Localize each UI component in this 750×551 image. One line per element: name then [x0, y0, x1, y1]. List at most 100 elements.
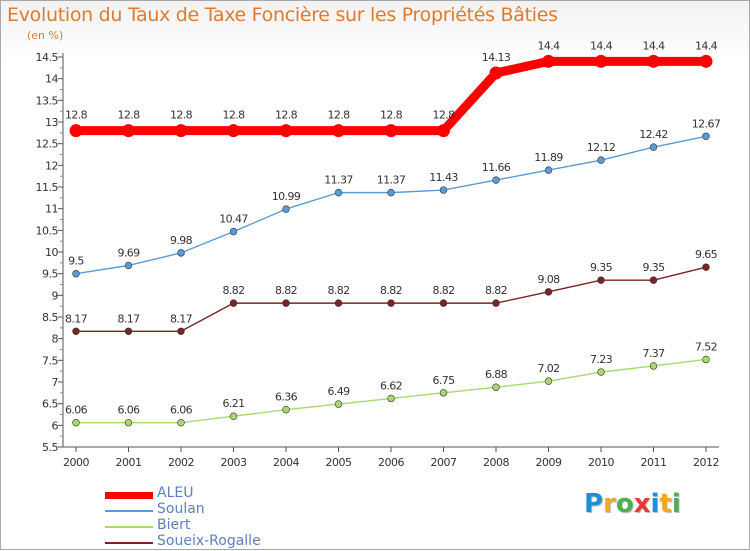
data-label-biert: 6.49	[327, 385, 350, 398]
data-point-biert	[334, 400, 343, 408]
data-point-soueix-rogalle	[282, 299, 290, 307]
data-point-soulan	[282, 205, 290, 213]
data-point-aleu	[384, 124, 398, 138]
data-point-biert	[229, 412, 238, 420]
data-label-biert: 6.88	[485, 368, 508, 381]
logo-letter: r	[603, 489, 616, 519]
data-point-soueix-rogalle	[597, 276, 605, 284]
data-label-soueix-rogalle: 9.65	[695, 248, 718, 261]
y-tick-label: 5.5	[42, 441, 58, 454]
data-point-soueix-rogalle	[702, 263, 710, 271]
data-point-biert	[72, 419, 80, 427]
data-point-soulan	[334, 188, 343, 197]
data-label-soueix-rogalle: 8.82	[380, 284, 402, 297]
data-label-soulan: 9.69	[117, 246, 140, 259]
data-point-aleu	[69, 124, 83, 138]
data-point-aleu	[489, 66, 503, 80]
data-point-soulan	[702, 132, 710, 141]
y-axis-unit-label: (en %)	[27, 29, 64, 42]
data-label-soulan: 9.5	[68, 255, 84, 268]
data-point-biert	[439, 389, 448, 397]
data-label-aleu: 12.8	[222, 109, 245, 122]
data-point-biert	[649, 362, 658, 370]
legend-label-soueix-rogalle: Soueix-Rogalle	[157, 533, 261, 549]
data-label-soulan: 12.67	[692, 117, 721, 130]
x-tick-label: 2005	[326, 456, 352, 469]
data-label-biert: 6.62	[380, 379, 402, 392]
data-label-aleu: 14.4	[695, 39, 718, 52]
data-label-biert: 6.06	[117, 404, 140, 417]
data-label-soueix-rogalle: 9.08	[537, 273, 560, 286]
y-tick-label: 6	[52, 419, 59, 432]
data-label-biert: 6.75	[432, 374, 455, 387]
data-point-biert	[544, 377, 553, 385]
y-tick-label: 13.5	[36, 94, 59, 107]
data-label-biert: 7.23	[590, 353, 613, 366]
data-label-aleu: 12.8	[170, 109, 193, 122]
data-label-aleu: 14.4	[590, 39, 613, 52]
data-point-soulan	[229, 227, 238, 236]
data-point-aleu	[174, 124, 188, 138]
y-tick-label: 11	[45, 203, 58, 216]
data-label-aleu: 14.13	[482, 51, 511, 64]
data-point-soueix-rogalle	[177, 327, 185, 335]
y-tick-label: 7	[52, 376, 59, 389]
data-label-soulan: 12.12	[587, 141, 616, 154]
x-tick-label: 2010	[588, 456, 614, 469]
data-label-soueix-rogalle: 8.17	[117, 312, 140, 325]
y-tick-label: 13	[45, 116, 58, 129]
data-label-biert: 7.52	[695, 340, 717, 353]
logo-letter: x	[633, 489, 651, 519]
data-point-soulan	[177, 249, 185, 257]
data-point-soueix-rogalle	[387, 299, 395, 307]
data-label-biert: 6.06	[170, 404, 193, 417]
y-tick-label: 9.5	[42, 268, 58, 281]
legend-swatch-soulan	[105, 510, 153, 512]
data-label-soulan: 12.42	[639, 128, 668, 141]
y-tick-label: 7.5	[42, 354, 58, 367]
data-label-soulan: 11.37	[324, 174, 353, 187]
data-label-soueix-rogalle: 9.35	[590, 261, 613, 274]
data-label-biert: 6.06	[65, 404, 88, 417]
data-label-soueix-rogalle: 8.82	[222, 284, 244, 297]
legend-swatch-soueix-rogalle	[105, 542, 153, 544]
y-tick-label: 8.5	[42, 311, 58, 324]
y-tick-label: 10.5	[36, 224, 59, 237]
data-label-biert: 7.02	[537, 362, 559, 375]
logo-letter: t	[659, 489, 672, 519]
logo-letter: i	[671, 489, 681, 519]
data-point-aleu	[279, 124, 293, 138]
data-point-aleu	[699, 54, 713, 68]
legend-swatch-biert	[105, 526, 153, 528]
data-point-soueix-rogalle	[649, 276, 658, 284]
data-point-aleu	[332, 124, 345, 138]
data-label-biert: 6.21	[222, 397, 244, 410]
x-tick-label: 2002	[168, 456, 194, 469]
data-label-soulan: 11.43	[429, 171, 458, 184]
legend-label-biert: Biert	[157, 517, 191, 533]
y-tick-label: 14	[45, 73, 58, 86]
data-point-soueix-rogalle	[72, 327, 80, 335]
data-label-aleu: 14.4	[642, 39, 665, 52]
data-point-soulan	[597, 156, 605, 164]
data-label-soueix-rogalle: 8.82	[432, 284, 454, 297]
y-tick-label: 6.5	[42, 398, 58, 411]
x-tick-label: 2011	[641, 456, 667, 469]
data-point-soueix-rogalle	[334, 299, 343, 307]
legend-label-aleu: ALEU	[157, 485, 194, 501]
x-tick-label: 2008	[483, 456, 509, 469]
data-point-soueix-rogalle	[439, 299, 448, 307]
x-tick-label: 2012	[693, 456, 719, 469]
data-point-biert	[177, 419, 185, 427]
data-point-aleu	[227, 124, 240, 138]
data-label-soulan: 11.37	[377, 174, 406, 187]
data-label-soulan: 11.89	[534, 151, 563, 164]
data-point-soulan	[439, 186, 448, 194]
y-tick-label: 11.5	[36, 181, 59, 194]
data-label-aleu: 12.8	[275, 109, 298, 122]
logo-letter: o	[615, 489, 634, 519]
x-tick-label: 2006	[378, 456, 404, 469]
data-label-soulan: 10.47	[219, 213, 248, 226]
data-point-soulan	[72, 269, 80, 278]
